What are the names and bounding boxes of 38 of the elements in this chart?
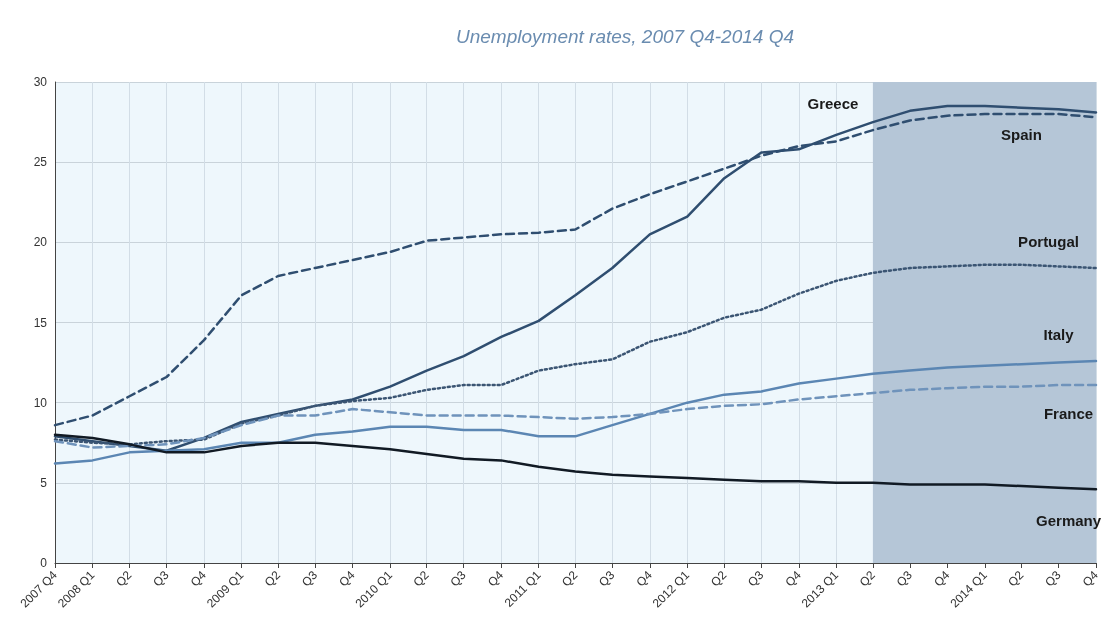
x-tick-label: Q2 <box>856 567 879 590</box>
line-series <box>53 383 1098 449</box>
x-tick-label: Q4 <box>187 567 210 590</box>
x-tick-label: Q4 <box>336 567 358 590</box>
x-tick-label: Q2 <box>559 567 581 590</box>
x-tick-label: Q4 <box>633 567 655 590</box>
x-tick-label: Q3 <box>596 567 618 590</box>
y-tick-label: 5 <box>40 475 48 490</box>
series-label: Spain <box>1001 126 1042 144</box>
x-tick-label: Q3 <box>745 567 767 590</box>
line-series <box>53 433 1098 491</box>
x-tick-label: Q2 <box>261 567 284 590</box>
series-label: Greece <box>807 95 859 113</box>
x-tick-label: Q4 <box>931 567 953 590</box>
x-tick-label: Q4 <box>484 567 507 590</box>
x-tick-label: Q3 <box>150 567 172 590</box>
x-tick-label: Q3 <box>298 567 321 590</box>
x-tick-label: Q2 <box>708 567 730 590</box>
chart-title: Unemployment rates, 2007 Q4-2014 Q4 <box>456 26 794 47</box>
y-tick-label: 10 <box>33 395 48 410</box>
y-tick-label: 0 <box>40 556 48 570</box>
series-label: Italy <box>1043 325 1075 343</box>
x-tick-label: Q2 <box>410 567 432 590</box>
y-tick-label: 15 <box>33 315 48 330</box>
y-tick-label: 25 <box>33 155 48 170</box>
x-tick-label: Q3 <box>1042 567 1064 590</box>
series-label: Portugal <box>1018 233 1079 251</box>
x-tick-label: Q4 <box>782 567 804 590</box>
x-tick-label: Q3 <box>893 567 916 590</box>
y-tick-label: 20 <box>33 235 48 250</box>
x-tick-label: Q3 <box>447 567 469 590</box>
y-tick-label: 30 <box>33 75 48 89</box>
x-tick-label: Q2 <box>113 567 135 590</box>
x-tick-label: Q2 <box>1005 567 1027 590</box>
x-tick-label: Q4 <box>1079 567 1102 590</box>
series-label: France <box>1043 405 1094 423</box>
series-label: Germany <box>1036 511 1102 529</box>
line-series <box>53 359 1098 465</box>
